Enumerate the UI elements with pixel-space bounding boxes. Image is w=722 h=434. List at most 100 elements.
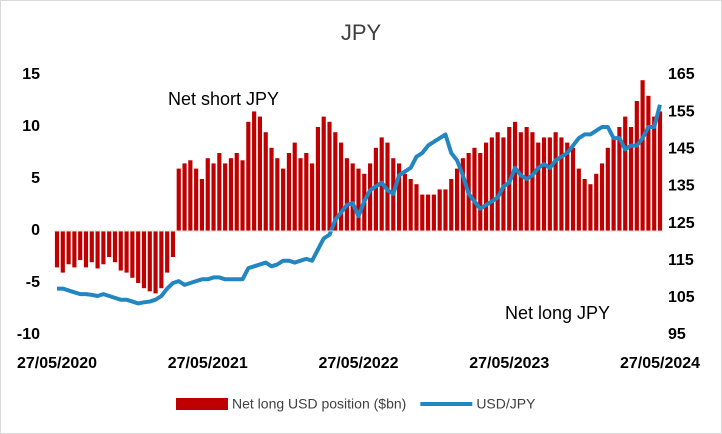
legend-label: USD/JPY — [476, 396, 536, 412]
bar — [599, 163, 605, 231]
bar — [269, 147, 274, 231]
y-tick-label: -5 — [26, 274, 40, 291]
legend-label: Net long USD position ($bn) — [232, 396, 406, 412]
bar — [83, 231, 89, 268]
bar — [634, 101, 639, 231]
y-tick-label: 15 — [22, 66, 40, 83]
bar — [89, 231, 94, 263]
bar — [159, 231, 164, 289]
bar — [263, 132, 268, 231]
bar — [518, 132, 523, 231]
bar — [275, 158, 280, 231]
bar — [396, 163, 402, 231]
y2-tick-label: 105 — [668, 289, 695, 306]
bar — [72, 231, 77, 268]
x-tick-label: 27/05/2024 — [620, 355, 700, 372]
bar — [234, 153, 239, 231]
bar — [553, 132, 558, 231]
bar — [565, 142, 570, 231]
bar — [652, 116, 657, 231]
bar — [182, 163, 187, 231]
bar — [495, 132, 500, 231]
bar — [483, 142, 489, 231]
bar — [315, 127, 321, 231]
bar — [78, 231, 83, 261]
bar — [136, 231, 141, 283]
bar — [373, 147, 378, 231]
bar — [327, 121, 332, 231]
bar — [165, 231, 170, 273]
bar — [298, 158, 303, 231]
bar — [217, 153, 222, 231]
bar — [112, 231, 118, 263]
bar — [356, 168, 361, 231]
line — [57, 104, 662, 306]
y2-tick-label: 125 — [668, 215, 695, 232]
bar — [605, 147, 610, 231]
bar — [588, 184, 593, 231]
legend-swatch — [176, 398, 228, 410]
y2-tick-label: 165 — [668, 66, 695, 83]
bar — [350, 163, 355, 231]
bar — [460, 158, 465, 231]
y2-tick-label: 115 — [668, 252, 694, 269]
bar — [368, 163, 373, 231]
bar — [414, 184, 419, 231]
bar — [623, 116, 628, 231]
bar — [205, 158, 210, 231]
y-tick-label: -10 — [17, 326, 40, 343]
bar — [124, 231, 129, 273]
x-tick-label: 27/05/2021 — [168, 355, 248, 372]
chart-title: JPY — [341, 20, 382, 45]
bar — [333, 132, 338, 231]
bar — [454, 168, 460, 231]
bar — [176, 168, 181, 231]
bar — [594, 173, 599, 231]
bar — [130, 231, 135, 278]
bar — [657, 111, 663, 231]
bar — [281, 168, 286, 231]
y2-tick-label: 95 — [668, 326, 686, 343]
bar — [246, 121, 251, 231]
y-tick-label: 10 — [22, 118, 40, 135]
bar — [310, 163, 315, 231]
annotation: Net short JPY — [168, 89, 279, 109]
y-tick-label: 5 — [31, 170, 40, 187]
bar — [443, 189, 448, 231]
bar — [66, 231, 71, 265]
bar — [489, 137, 494, 231]
bar — [425, 194, 431, 231]
bar — [385, 142, 390, 231]
bar — [536, 142, 541, 231]
bar — [54, 231, 60, 268]
bar — [228, 158, 234, 231]
bar — [141, 231, 147, 289]
bar — [570, 147, 576, 231]
annotation: Net long JPY — [505, 303, 610, 323]
x-tick-label: 27/05/2022 — [318, 355, 398, 372]
bar — [211, 163, 216, 231]
x-tick-label: 27/05/2020 — [17, 355, 97, 372]
bar — [344, 158, 349, 231]
y-tick-label: 0 — [31, 222, 40, 239]
bar — [617, 127, 622, 231]
bar — [408, 179, 413, 231]
y2-tick-label: 155 — [668, 103, 695, 120]
bar — [147, 231, 152, 292]
bar — [292, 142, 297, 231]
bar — [646, 95, 651, 231]
bar — [472, 147, 477, 231]
y2-tick-label: 145 — [668, 141, 695, 158]
bar — [449, 179, 454, 231]
bar — [194, 168, 199, 231]
bar — [437, 189, 442, 231]
x-tick-label: 27/05/2023 — [469, 355, 549, 372]
bar — [252, 111, 257, 231]
bar — [547, 137, 552, 231]
bar — [640, 80, 645, 231]
y2-tick-label: 135 — [668, 178, 695, 195]
bar — [188, 160, 193, 231]
bar — [420, 194, 425, 231]
bar — [576, 168, 581, 231]
